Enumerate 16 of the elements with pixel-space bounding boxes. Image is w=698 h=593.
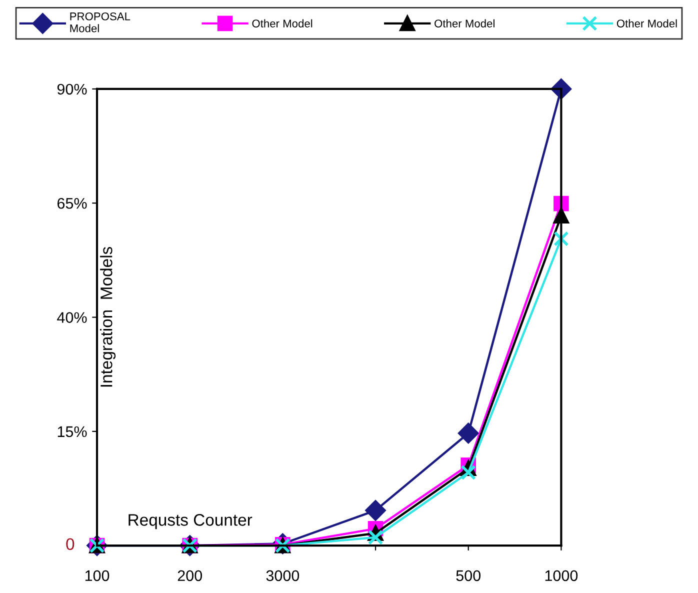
x-tick-label: 3000 [266,570,300,582]
legend-label: Other Model [434,19,494,28]
y-axis-title: Integration Models [100,246,116,387]
y-tick-label: 65% [58,198,87,209]
x-tick-label: 200 [178,570,202,582]
x-tick-label: 100 [85,570,110,582]
legend-label: Other Model [252,19,312,28]
y-tick-label: 90% [57,84,87,95]
x-tick-label: 1000 [545,570,578,582]
x-axis-title: Requsts Counter [128,514,252,530]
text: 0 [66,538,74,550]
y-tick-label: 40% [57,312,87,323]
y-tick-label: 15% [58,426,87,438]
x-tick-label: 500 [456,570,481,582]
legend-label: PROPOSAL Model [70,12,130,32]
legend-label: Other Model [616,19,677,28]
